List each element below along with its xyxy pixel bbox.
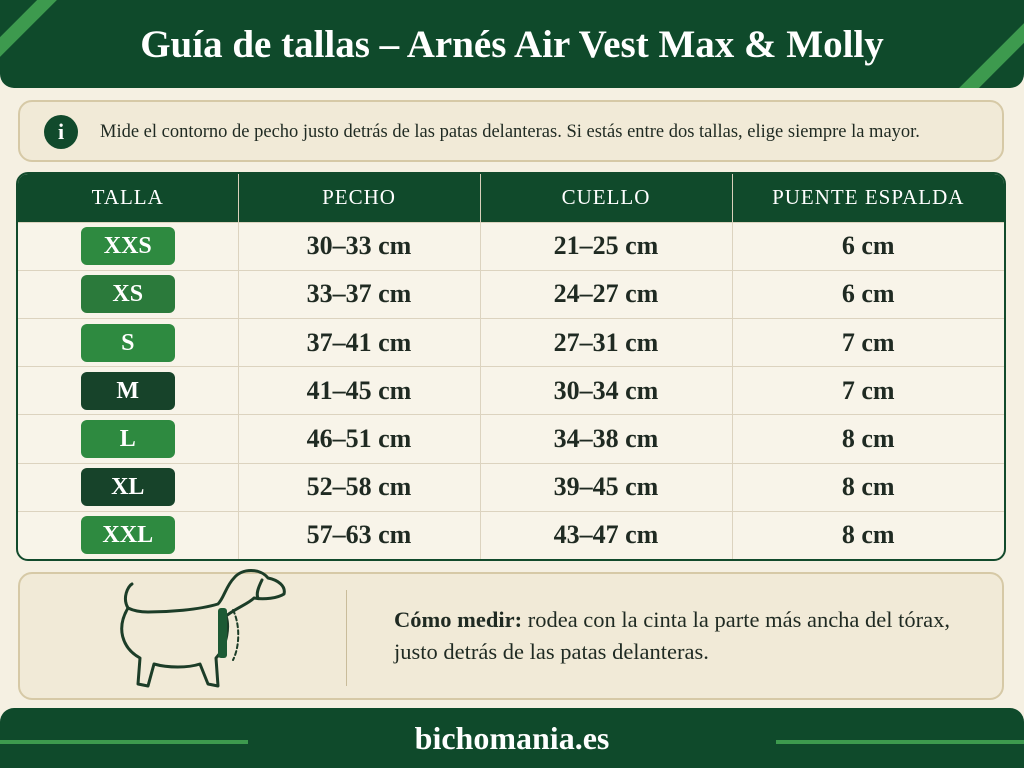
footer-line <box>776 740 1024 744</box>
table-row: XL 52–58 cm 39–45 cm 8 cm <box>18 462 1004 512</box>
table-cell: 8 cm <box>732 510 1004 559</box>
table-cell: 27–31 cm <box>480 317 733 367</box>
separator <box>346 590 347 686</box>
size-badge: XXL <box>80 516 175 555</box>
table-row: S 37–41 cm 27–31 cm 7 cm <box>18 317 1004 367</box>
table-row: XXS 30–33 cm 21–25 cm 6 cm <box>18 221 1004 271</box>
table-cell: 21–25 cm <box>480 221 733 271</box>
table-cell: 6 cm <box>732 269 1004 319</box>
table-cell: 30–33 cm <box>238 221 481 271</box>
column-header: PECHO <box>238 174 481 222</box>
table-cell: XXL <box>18 510 239 559</box>
table-cell: 33–37 cm <box>238 269 481 319</box>
footer-line <box>0 740 248 744</box>
header-row: TALLA PECHO CUELLO PUENTE ESPALDA <box>18 174 1004 222</box>
size-badge: M <box>80 371 175 410</box>
table-cell: 52–58 cm <box>238 462 481 512</box>
table-cell: 6 cm <box>732 221 1004 271</box>
table-cell: XS <box>18 269 239 319</box>
table-cell: XXS <box>18 221 239 271</box>
table-cell: 41–45 cm <box>238 366 481 415</box>
table-cell: 43–47 cm <box>480 510 733 559</box>
howto-body: rodea con la cinta la parte más ancha de… <box>394 607 951 664</box>
column-header: CUELLO <box>480 174 733 222</box>
table-cell: 34–38 cm <box>480 414 733 464</box>
table-cell: 7 cm <box>732 366 1004 415</box>
table-cell: 37–41 cm <box>238 317 481 367</box>
info-icon: i <box>44 115 78 149</box>
info-box: i Mide el contorno de pecho justo detrás… <box>18 100 1004 162</box>
table-cell: 57–63 cm <box>238 510 481 559</box>
title: Guía de tallas – Arnés Air Vest Max & Mo… <box>140 23 884 66</box>
table-row: L 46–51 cm 34–38 cm 8 cm <box>18 414 1004 464</box>
table-cell: M <box>18 366 239 415</box>
table-cell: 30–34 cm <box>480 366 733 415</box>
table-cell: 46–51 cm <box>238 414 481 464</box>
table-cell: 8 cm <box>732 414 1004 464</box>
table-cell: L <box>18 414 239 464</box>
size-table: TALLA PECHO CUELLO PUENTE ESPALDA XXS 30–33 … <box>16 172 1006 561</box>
footer-text: bichomania.es <box>414 720 610 756</box>
table-cell: 39–45 cm <box>480 462 733 512</box>
size-badge: L <box>80 419 175 458</box>
table-cell: 8 cm <box>732 462 1004 512</box>
size-badge: XS <box>80 275 175 314</box>
size-badge: XL <box>80 468 175 507</box>
table-row: M 41–45 cm 30–34 cm 7 cm <box>18 366 1004 415</box>
table-cell: S <box>18 317 239 367</box>
info-text: Mide el contorno de pecho justo detrás d… <box>100 122 920 142</box>
size-badge: XXS <box>80 227 175 266</box>
size-badge: S <box>80 323 175 362</box>
dog-illustration <box>120 569 286 688</box>
howto-box: Cómo medir: rodea con la cinta la parte … <box>18 569 1004 700</box>
table-cell: XL <box>18 462 239 512</box>
table-row: XXL 57–63 cm 43–47 cm 8 cm <box>18 510 1004 559</box>
table-cell: 24–27 cm <box>480 269 733 319</box>
howto-label: Cómo medir: <box>394 607 523 632</box>
table-cell: 7 cm <box>732 317 1004 367</box>
footer: bichomania.es <box>0 708 1024 768</box>
column-header: TALLA <box>18 174 239 222</box>
howto-text: Cómo medir: rodea con la cinta la parte … <box>394 604 954 668</box>
table: TALLA PECHO CUELLO PUENTE ESPALDA XXS 30–33 … <box>18 174 1004 559</box>
column-header: PUENTE ESPALDA <box>732 174 1004 222</box>
header: Guía de tallas – Arnés Air Vest Max & Mo… <box>0 0 1024 88</box>
table-row: XS 33–37 cm 24–27 cm 6 cm <box>18 269 1004 319</box>
